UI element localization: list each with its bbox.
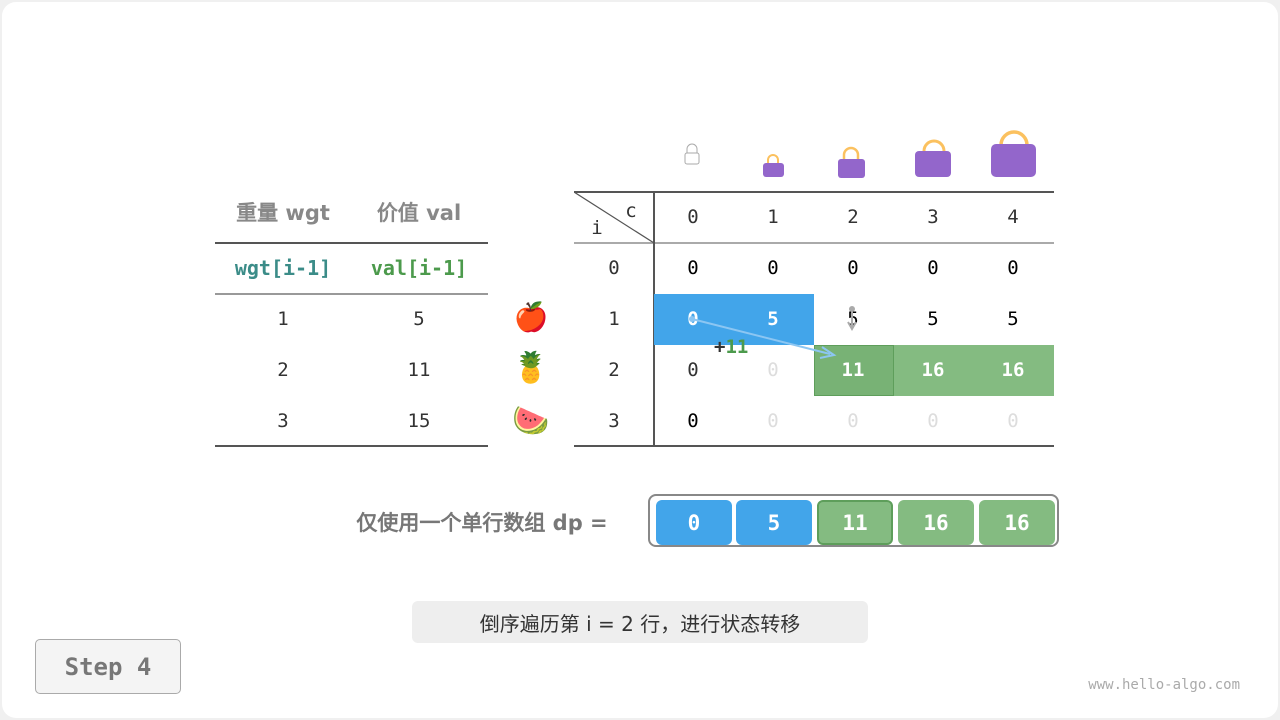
highlight-prev-row bbox=[654, 294, 814, 345]
divider bbox=[574, 445, 1054, 447]
pineapple-icon: 🍍 bbox=[512, 350, 550, 386]
dp-cell: 0 bbox=[847, 410, 859, 432]
dp-cell: 0 bbox=[927, 410, 939, 432]
col-header: 2 bbox=[847, 206, 859, 228]
divider bbox=[653, 192, 655, 446]
divider bbox=[574, 191, 1054, 193]
col-header: 0 bbox=[687, 206, 699, 228]
dp-cell: 0 bbox=[767, 257, 779, 279]
dp-cell: 11 bbox=[841, 359, 865, 381]
wgt-cell: 1 bbox=[277, 308, 289, 330]
bag-icon-2 bbox=[838, 146, 865, 178]
row-axis-label: i bbox=[591, 217, 603, 239]
wgt-cell: 2 bbox=[277, 359, 289, 381]
col-header: 1 bbox=[767, 206, 779, 228]
bag-icon-4 bbox=[991, 130, 1036, 177]
caption: 倒序遍历第 i = 2 行，进行状态转移 bbox=[412, 601, 868, 643]
step-button[interactable]: Step 4 bbox=[35, 639, 181, 694]
dp-cell: 0 bbox=[1007, 257, 1019, 279]
subheader-wgt: wgt[i-1] bbox=[234, 256, 332, 280]
dp-array bbox=[648, 494, 1059, 547]
dp-cell: 0 bbox=[927, 257, 939, 279]
bag-icon-0 bbox=[684, 143, 700, 165]
bag-icon-3 bbox=[915, 139, 951, 177]
col-axis-label: c bbox=[625, 200, 637, 222]
subheader-val: val[i-1] bbox=[370, 256, 468, 280]
array-cell: 0 bbox=[656, 500, 732, 545]
dp-cell: 5 bbox=[1007, 308, 1019, 330]
col-header: 4 bbox=[1007, 206, 1019, 228]
col-header: 3 bbox=[927, 206, 939, 228]
array-cell-current: 11 bbox=[817, 500, 893, 545]
added-value: 11 bbox=[725, 336, 749, 358]
header-weight: 重量 wgt bbox=[236, 201, 330, 225]
divider bbox=[215, 242, 488, 244]
transition-arrows bbox=[689, 306, 857, 359]
val-cell: 5 bbox=[413, 308, 425, 330]
dp-cell: 0 bbox=[687, 257, 699, 279]
watermark: www.hello-algo.com bbox=[1088, 677, 1240, 693]
dp-cell: 0 bbox=[767, 359, 779, 381]
wgt-cell: 3 bbox=[277, 410, 289, 432]
dp-cell: 0 bbox=[847, 257, 859, 279]
header-value: 价值 val bbox=[376, 201, 462, 225]
val-cell: 11 bbox=[407, 359, 431, 381]
array-label: 仅使用一个单行数组 dp = bbox=[356, 511, 608, 535]
dp-cell: 16 bbox=[1001, 359, 1025, 381]
row-header: 0 bbox=[608, 257, 620, 279]
dp-cell: 0 bbox=[1007, 410, 1019, 432]
watermelon-icon: 🍉 bbox=[512, 403, 550, 439]
diagonal-divider bbox=[574, 192, 654, 243]
dp-cell: 0 bbox=[687, 410, 699, 432]
dp-cell: 5 bbox=[767, 308, 779, 330]
row-header: 2 bbox=[608, 359, 620, 381]
divider bbox=[215, 293, 488, 295]
bag-icon-1 bbox=[763, 154, 784, 177]
apple-icon: 🍎 bbox=[513, 300, 549, 334]
row-header: 1 bbox=[608, 308, 620, 330]
divider bbox=[215, 445, 488, 447]
divider bbox=[574, 242, 1054, 244]
plus-sign: + bbox=[714, 336, 726, 358]
array-cell: 16 bbox=[898, 500, 974, 545]
row-header: 3 bbox=[608, 410, 620, 432]
dp-cell: 0 bbox=[767, 410, 779, 432]
value-annotation: +11 bbox=[714, 336, 748, 358]
array-cell: 16 bbox=[979, 500, 1055, 545]
dp-cell: 16 bbox=[921, 359, 945, 381]
array-cell: 5 bbox=[736, 500, 812, 545]
bag-icons bbox=[684, 130, 1036, 178]
dp-cell: 0 bbox=[687, 359, 699, 381]
dp-cell: 5 bbox=[927, 308, 939, 330]
val-cell: 15 bbox=[407, 410, 431, 432]
